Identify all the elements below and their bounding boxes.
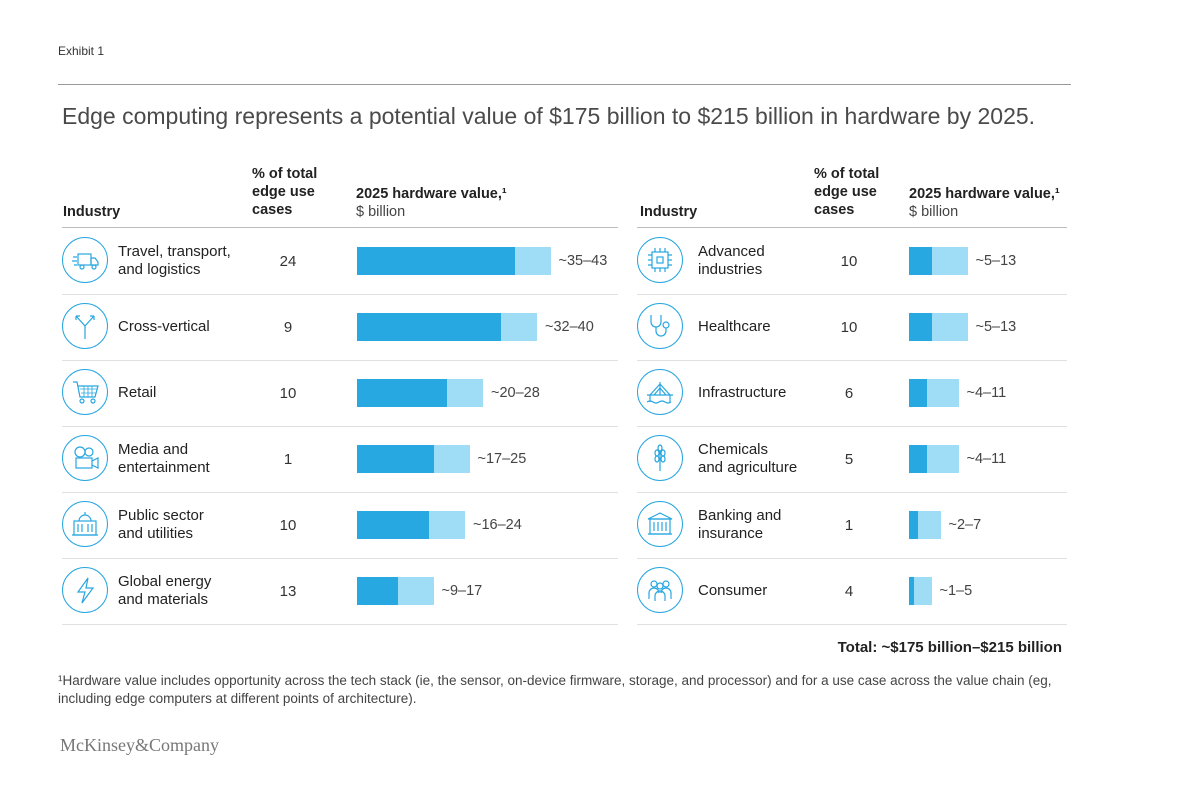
bar-high-segment — [514, 247, 551, 275]
chart-title: Edge computing represents a potential va… — [62, 103, 1036, 129]
bar-high-segment — [927, 445, 959, 473]
bar-value-label: ~17–25 — [477, 451, 527, 467]
bar-high-segment — [397, 577, 434, 605]
pct-header: % of total edge use cases — [252, 166, 318, 218]
industry-name: Consumer — [698, 582, 768, 599]
pct-value: 10 — [840, 318, 858, 336]
pct-value: 10 — [840, 252, 858, 270]
bar-low-segment — [909, 577, 914, 605]
bar-high-segment — [918, 511, 941, 539]
bar-value-label: ~5–13 — [975, 253, 1017, 269]
pct-value: 5 — [844, 450, 854, 468]
table-row: Consumer 4 ~1–5 — [637, 558, 1067, 625]
header-divider — [637, 227, 1067, 228]
industry-header: Industry — [640, 204, 698, 220]
bar-low-segment — [909, 313, 932, 341]
header-divider — [62, 227, 618, 228]
pct-value: 10 — [279, 384, 297, 402]
bar-low-segment — [357, 379, 447, 407]
bridge-icon — [637, 369, 683, 415]
table-row: Media and entertainment 1 ~17–25 — [62, 426, 618, 493]
bar-low-segment — [357, 247, 515, 275]
mckinsey-logo: McKinsey&Company — [60, 735, 219, 755]
bar-low-segment — [357, 445, 434, 473]
bar-low-segment — [357, 511, 429, 539]
pct-value: 13 — [279, 582, 297, 600]
pct-header: % of total edge use cases — [814, 166, 880, 218]
bar-value-label: ~9–17 — [441, 583, 483, 599]
bar-high-segment — [927, 379, 959, 407]
pct-value: 9 — [283, 318, 293, 336]
table-row: Travel, transport, and logistics 24 ~35–43 — [62, 228, 618, 295]
bar-low-segment — [909, 511, 918, 539]
total-label: Total: ~$175 billion–$215 billion — [837, 639, 1062, 656]
shopping-cart-icon — [62, 369, 108, 415]
industry-name: Banking and insurance — [698, 507, 782, 542]
bar-high-segment — [931, 313, 968, 341]
bar-high-segment — [433, 445, 470, 473]
bar-low-segment — [357, 577, 398, 605]
table-row: Retail 10 ~20–28 — [62, 360, 618, 427]
industry-name: Infrastructure — [698, 384, 787, 401]
pct-value: 24 — [279, 252, 297, 270]
pct-value: 6 — [844, 384, 854, 402]
table-row: Infrastructure 6 ~4–11 — [637, 360, 1067, 427]
industry-name: Retail — [118, 384, 157, 401]
bar-value-label: ~1–5 — [939, 583, 973, 599]
value-header: 2025 hardware value,¹ $ billion — [356, 186, 507, 220]
truck-icon — [62, 237, 108, 283]
pct-value: 10 — [279, 516, 297, 534]
people-group-icon — [637, 567, 683, 613]
table-row: Banking and insurance 1 ~2–7 — [637, 492, 1067, 559]
microchip-icon — [637, 237, 683, 283]
stethoscope-icon — [637, 303, 683, 349]
value-header: 2025 hardware value,¹ $ billion — [909, 186, 1060, 220]
pct-value: 4 — [844, 582, 854, 600]
movie-camera-icon — [62, 435, 108, 481]
bar-value-label: ~35–43 — [558, 253, 608, 269]
industry-name: Cross-vertical — [118, 318, 210, 335]
industry-name: Travel, transport, and logistics — [118, 243, 231, 278]
industry-name: Public sector and utilities — [118, 507, 204, 542]
bar-value-label: ~4–11 — [966, 451, 1007, 467]
lightning-icon — [62, 567, 108, 613]
bar-high-segment — [931, 247, 968, 275]
bank-icon — [637, 501, 683, 547]
industry-header: Industry — [63, 204, 121, 220]
industry-name: Media and entertainment — [118, 441, 210, 476]
bar-value-label: ~16–24 — [473, 517, 522, 533]
bar-high-segment — [429, 511, 465, 539]
bar-low-segment — [909, 379, 927, 407]
exhibit-label: Exhibit 1 — [58, 44, 105, 58]
bar-value-label: ~4–11 — [966, 385, 1007, 401]
industry-name: Chemicals and agriculture — [698, 441, 798, 476]
industry-name: Healthcare — [698, 318, 771, 335]
bar-low-segment — [909, 445, 927, 473]
wheat-icon — [637, 435, 683, 481]
bar-high-segment — [913, 577, 932, 605]
table-row: Public sector and utilities 10 ~16–24 — [62, 492, 618, 559]
bar-low-segment — [909, 247, 932, 275]
bar-low-segment — [357, 313, 501, 341]
branch-arrows-icon — [62, 303, 108, 349]
pct-value: 1 — [283, 450, 293, 468]
table-row: Healthcare 10 ~5–13 — [637, 294, 1067, 361]
bar-value-label: ~32–40 — [545, 319, 594, 335]
footnote: ¹Hardware value includes opportunity acr… — [58, 673, 1052, 706]
pct-value: 1 — [844, 516, 854, 534]
top-divider — [58, 84, 1071, 85]
bar-value-label: ~5–13 — [975, 319, 1017, 335]
table-row: Cross-vertical 9 ~32–40 — [62, 294, 618, 361]
industry-name: Global energy and materials — [118, 573, 212, 608]
bar-high-segment — [447, 379, 483, 407]
table-row: Global energy and materials 13 ~9–17 — [62, 558, 618, 625]
bar-value-label: ~20–28 — [491, 385, 540, 401]
government-building-icon — [62, 501, 108, 547]
bar-high-segment — [501, 313, 537, 341]
industry-name: Advanced industries — [698, 243, 765, 278]
table-row: Advanced industries 10 ~5–13 — [637, 228, 1067, 295]
table-row: Chemicals and agriculture 5 ~4–11 — [637, 426, 1067, 493]
bar-value-label: ~2–7 — [948, 517, 982, 533]
